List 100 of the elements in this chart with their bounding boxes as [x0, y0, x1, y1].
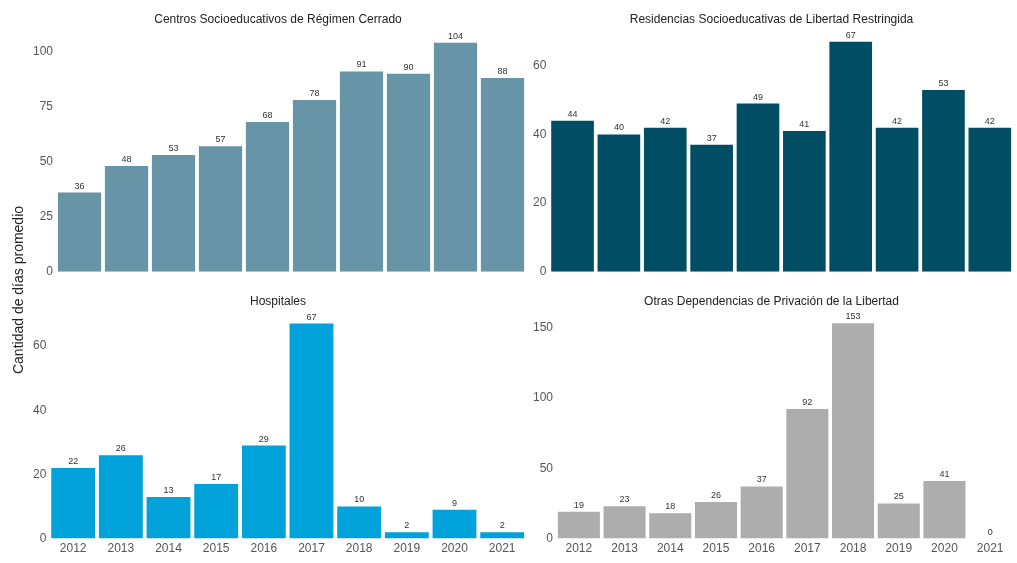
y-tick-label: 100 — [32, 43, 54, 58]
x-tick-label: 2018 — [839, 541, 867, 556]
bar — [923, 480, 966, 539]
data-label: 57 — [215, 134, 226, 145]
bar — [433, 42, 478, 272]
data-label: 2 — [499, 520, 505, 531]
x-tick-label: 2018 — [345, 541, 373, 556]
data-label: 104 — [447, 30, 464, 41]
data-label: 53 — [168, 143, 179, 154]
y-tick-label: 0 — [39, 530, 47, 545]
bar — [968, 127, 1012, 272]
data-label: 19 — [573, 499, 584, 510]
data-label: 13 — [163, 484, 174, 495]
bar — [104, 166, 149, 272]
data-label: 37 — [706, 132, 717, 143]
bar — [98, 455, 143, 539]
bar — [386, 73, 431, 272]
data-label: 41 — [939, 468, 950, 479]
bar — [877, 503, 920, 539]
bar — [643, 127, 687, 272]
y-tick-label: 50 — [39, 154, 54, 169]
data-label: 26 — [710, 489, 721, 500]
x-tick-label: 2015 — [202, 541, 230, 556]
bar — [551, 120, 594, 272]
bar — [146, 496, 191, 539]
data-label: 23 — [619, 494, 630, 505]
y-tick-label: 50 — [539, 460, 554, 475]
data-label: 42 — [892, 115, 903, 126]
x-tick-label: 2020 — [441, 541, 469, 556]
y-tick-label: 60 — [532, 58, 547, 73]
bar — [384, 532, 429, 539]
bar — [922, 89, 965, 272]
data-label: 37 — [756, 474, 767, 485]
data-label: 44 — [567, 108, 578, 119]
x-tick-label: 2016 — [748, 541, 776, 556]
x-tick-label: 2020 — [931, 541, 959, 556]
bar — [786, 409, 829, 539]
y-tick-label: 75 — [39, 98, 54, 113]
x-tick-label: 2017 — [298, 541, 326, 556]
y-tick-label: 0 — [546, 530, 554, 545]
y-tick-label: 40 — [32, 402, 47, 417]
bar — [194, 484, 239, 539]
y-tick-label: 20 — [32, 466, 47, 481]
x-tick-label: 2017 — [794, 541, 822, 556]
y-tick-label: 20 — [532, 195, 547, 210]
x-tick-label: 2015 — [702, 541, 730, 556]
chart-title: Otras Dependencias de Privación de la Libertad — [644, 293, 899, 308]
data-label: 17 — [211, 472, 222, 483]
data-label: 88 — [497, 66, 508, 77]
data-label: 0 — [987, 526, 993, 537]
data-label: 91 — [356, 59, 367, 70]
bar — [832, 323, 875, 539]
y-tick-label: 60 — [32, 338, 47, 353]
x-tick-label: 2014 — [656, 541, 684, 556]
x-tick-label: 2021 — [976, 541, 1004, 556]
chart-title: Hospitales — [249, 293, 307, 308]
bar — [783, 131, 826, 272]
bar — [151, 155, 196, 272]
x-tick-label: 2013 — [611, 541, 639, 556]
x-tick-label: 2019 — [885, 541, 913, 556]
data-label: 67 — [845, 29, 856, 40]
data-label: 42 — [984, 115, 995, 126]
bar — [736, 103, 780, 272]
data-label: 40 — [613, 122, 624, 133]
bar — [339, 71, 384, 272]
x-tick-label: 2012 — [59, 541, 87, 556]
bar — [57, 192, 102, 272]
data-label: 25 — [893, 491, 904, 502]
y-tick-label: 0 — [539, 264, 547, 279]
x-tick-label: 2016 — [250, 541, 278, 556]
data-label: 90 — [403, 61, 414, 72]
bar — [694, 502, 737, 539]
bar — [740, 486, 783, 539]
y-axis-title: Cantidad de días promedio — [10, 205, 26, 375]
data-label: 42 — [660, 115, 671, 126]
x-tick-label: 2012 — [565, 541, 593, 556]
bar — [557, 511, 600, 539]
bar — [690, 144, 733, 272]
data-label: 153 — [845, 311, 861, 322]
data-label: 36 — [74, 180, 85, 191]
data-label: 48 — [121, 154, 132, 165]
data-label: 53 — [938, 77, 949, 88]
x-tick-label: 2014 — [155, 541, 183, 556]
bar — [51, 468, 96, 539]
chart-title: Residencias Socioeducativas de Libertad Restringida — [629, 11, 914, 26]
data-label: 10 — [354, 494, 365, 505]
x-tick-label: 2021 — [488, 541, 516, 556]
data-label: 49 — [752, 91, 763, 102]
bar — [432, 509, 477, 539]
data-label: 68 — [262, 110, 273, 121]
bar — [245, 122, 290, 272]
data-label: 22 — [68, 455, 79, 466]
x-tick-label: 2019 — [393, 541, 421, 556]
y-tick-label: 40 — [532, 126, 547, 141]
data-label: 29 — [258, 433, 269, 444]
data-label: 18 — [665, 501, 676, 512]
bar — [337, 506, 382, 539]
bar — [603, 506, 646, 539]
data-label: 2 — [404, 520, 410, 531]
bar — [649, 513, 692, 539]
